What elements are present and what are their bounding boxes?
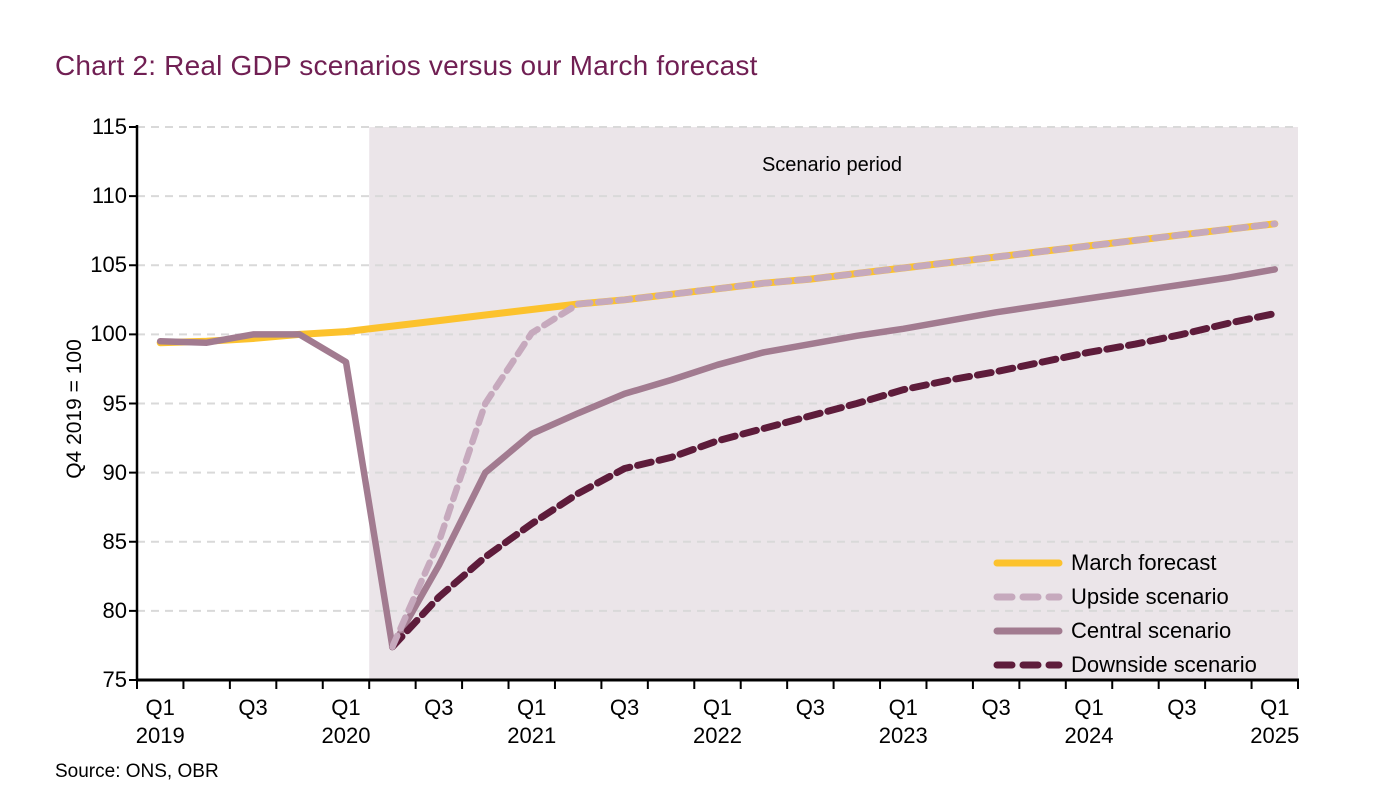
- x-tick-label-year: 2020: [321, 723, 371, 748]
- x-tick-label-year: 2025: [1250, 723, 1300, 748]
- legend-swatch-line: [993, 661, 1063, 669]
- source-note: Source: ONS, OBR: [55, 761, 219, 782]
- chart-title: Chart 2: Real GDP scenarios versus our M…: [55, 50, 758, 81]
- x-tick-label-year: 2021: [507, 723, 557, 748]
- x-tick-label-year: 2023: [878, 723, 928, 748]
- x-tick-label-quarter: Q1: [517, 695, 547, 720]
- scenario-period-label: Scenario period: [761, 154, 903, 176]
- x-tick-label-quarter: Q3: [238, 695, 268, 720]
- legend-label: March forecast: [1071, 550, 1217, 575]
- y-tick-label: 100: [90, 321, 127, 347]
- y-tick-label: 110: [91, 183, 127, 209]
- x-tick-label-year: 2019: [135, 723, 185, 748]
- y-tick-label: 105: [90, 252, 127, 278]
- y-tick-label: 115: [91, 114, 127, 139]
- legend-item: March forecast: [993, 546, 1257, 580]
- legend-item: Central scenario: [993, 614, 1257, 648]
- x-tick-label-quarter: Q3: [424, 695, 454, 720]
- chart-legend: March forecast Upside scenario Central sce…: [993, 546, 1257, 682]
- legend-label: Downside scenario: [1071, 652, 1257, 677]
- legend-swatch-line: [993, 559, 1063, 567]
- x-tick-label-quarter: Q1: [1074, 695, 1104, 720]
- x-tick-label-quarter: Q1: [888, 695, 918, 720]
- x-tick-label-quarter: Q1: [331, 695, 361, 720]
- x-tick-label-quarter: Q3: [795, 695, 826, 720]
- y-tick-label: 90: [102, 459, 127, 485]
- x-tick-label-quarter: Q3: [981, 695, 1011, 720]
- y-tick-label: 95: [102, 390, 127, 416]
- legend-item: Downside scenario: [993, 648, 1257, 682]
- legend-swatch-line: [993, 627, 1063, 635]
- y-tick-label: 80: [102, 597, 127, 623]
- series-line-downside-scenario: [388, 310, 1279, 651]
- series-line-central-scenario: [156, 266, 1279, 651]
- x-tick-label-quarter: Q1: [145, 695, 175, 720]
- x-tick-label-year: 2022: [693, 723, 742, 748]
- x-tick-label-quarter: Q3: [1167, 695, 1197, 720]
- legend-item: Upside scenario: [993, 580, 1257, 614]
- x-tick-label-year: 2024: [1064, 723, 1114, 748]
- x-tick-label-quarter: Q1: [1260, 695, 1290, 720]
- legend-label: Upside scenario: [1071, 584, 1229, 609]
- x-tick-label-quarter: Q3: [609, 695, 640, 720]
- legend-label: Central scenario: [1071, 618, 1232, 643]
- series-line-upside-scenario: [389, 220, 1279, 651]
- x-tick-label-quarter: Q1: [702, 695, 733, 720]
- y-tick-label: 75: [102, 667, 127, 692]
- scenario-shade: [369, 127, 1298, 680]
- legend-swatch-line: [993, 593, 1063, 601]
- y-tick-label: 85: [102, 528, 127, 554]
